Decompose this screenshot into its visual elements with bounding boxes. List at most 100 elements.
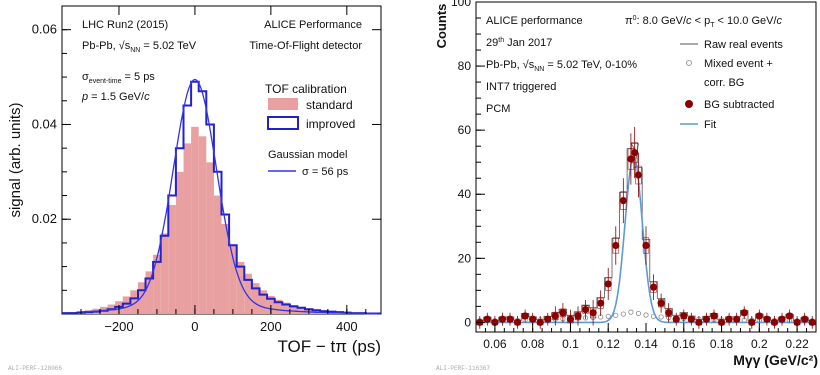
left-legend: TOF calibration standard improved Gaussi…: [265, 82, 355, 178]
standard-bar: [130, 290, 138, 314]
bg-subtracted-point: [672, 315, 680, 323]
standard-bar: [137, 282, 146, 314]
left-ytick-label: 0.04: [32, 116, 57, 131]
left-annotation-run: LHC Run2 (2015): [82, 19, 168, 31]
bg-subtracted-point: [649, 283, 658, 291]
bg-subtracted-point: [619, 197, 627, 205]
right-ytick-label: 0: [464, 315, 471, 329]
left-xlabel: TOF − tπ (ps): [277, 337, 381, 356]
bg-subtracted-point: [529, 315, 537, 323]
bg-subtracted-point: [695, 318, 703, 326]
mixed-bg-point: [658, 314, 664, 320]
mixed-bg-point: [635, 310, 642, 317]
standard-bar: [160, 233, 169, 314]
bg-subtracted-point: [536, 318, 544, 326]
bg-subtracted-point: [589, 309, 597, 317]
right-legend-mixed-label: Mixed event +: [704, 58, 773, 70]
right-xtick-label: 0.14: [634, 337, 658, 351]
standard-bar: [297, 306, 306, 314]
bg-subtracted-point: [785, 312, 794, 320]
standard-bar: [267, 295, 275, 314]
right-xtick-label: 0.22: [785, 337, 809, 351]
right-annotation-method: PCM: [486, 103, 510, 115]
bg-subtracted-point: [634, 171, 643, 179]
standard-bar: [236, 261, 245, 314]
left-xtick-label: 0: [191, 319, 198, 334]
standard-bar: [198, 136, 207, 314]
bg-subtracted-point: [597, 299, 605, 307]
left-legend-standard-label: standard: [306, 98, 353, 112]
left-xtick-label: −200: [104, 319, 133, 334]
bg-subtracted-point: [559, 309, 567, 317]
left-legend-model-label: σ = 56 ps: [302, 166, 349, 178]
standard-bar: [206, 162, 214, 314]
right-ytick-label: 40: [458, 187, 472, 201]
bg-subtracted-point: [581, 305, 590, 314]
standard-bar: [153, 254, 161, 314]
right-raw-events: [476, 143, 816, 322]
mixed-bg-point: [628, 309, 634, 315]
standard-bar: [282, 302, 290, 314]
bg-subtracted-point: [801, 315, 809, 323]
standard-bar: [168, 205, 176, 314]
right-ytick-label: 60: [458, 123, 472, 137]
bg-subtracted-point: [687, 315, 695, 323]
bg-subtracted-point: [733, 315, 741, 323]
left-legend-standard-swatch: [268, 98, 298, 110]
bg-subtracted-point: [612, 241, 620, 250]
bg-subtracted-point: [574, 312, 582, 320]
bg-subtracted-point: [483, 315, 491, 323]
bg-subtracted-point: [566, 315, 575, 323]
bg-subtracted-point: [717, 318, 726, 326]
standard-bar: [312, 309, 321, 314]
right-xtick-label: 0.16: [672, 337, 696, 351]
standard-bar: [289, 304, 298, 314]
standard-bar: [145, 271, 154, 314]
bg-subtracted-point: [748, 318, 756, 326]
bg-subtracted-point: [642, 241, 650, 250]
improved-step-line: [62, 80, 381, 315]
standard-bar: [221, 223, 230, 314]
bg-subtracted-point: [665, 309, 673, 317]
left-legend-header: TOF calibration: [265, 82, 347, 96]
right-legend-bgsub-swatch: [685, 100, 693, 108]
left-improved-histogram: [62, 80, 381, 315]
bg-subtracted-point: [702, 315, 711, 323]
left-standard-histogram: [62, 126, 381, 314]
bg-subtracted-point: [740, 309, 748, 317]
right-legend-mixed-label-2: corr. BG: [704, 77, 744, 89]
right-annotation-system: Pb-Pb, √sNN = 5.02 TeV, 0-10%: [486, 59, 637, 73]
bg-subtracted-point: [498, 315, 507, 323]
left-ylabel: signal (arb. units): [7, 102, 24, 217]
standard-bar: [259, 290, 268, 314]
left-footer: ALI-PERF-128066: [8, 365, 62, 372]
standard-bar: [251, 283, 260, 314]
bg-subtracted-point: [491, 318, 499, 326]
bg-subtracted-point: [763, 315, 771, 323]
bg-subtracted-point: [725, 315, 733, 323]
left-chart: −200 0 200 400 0.02 0.04 0.06 signal (arb. uni…: [7, 5, 382, 372]
left-annotation-system: Pb-Pb, √sNN = 5.02 TeV: [82, 40, 197, 54]
bg-subtracted-point: [627, 155, 635, 163]
bg-subtracted-point: [521, 312, 529, 320]
right-annotation-trigger: INT7 triggered: [486, 81, 556, 93]
right-footer: ALI-PERF-116367: [436, 365, 490, 372]
standard-bar: [213, 195, 222, 314]
right-ytick-label: 20: [458, 251, 472, 265]
left-annotation-detector: Time-Of-Flight detector: [249, 40, 362, 52]
left-annotation-sigma: σevent-time = 5 ps: [82, 71, 155, 85]
left-xtick-label: 400: [336, 319, 358, 334]
right-xtick-label: 0.2: [751, 337, 768, 351]
left-annotation-momentum: p = 1.5 GeV/c: [81, 91, 150, 103]
right-legend-mixed-swatch: [686, 60, 692, 66]
right-ytick-label: 80: [458, 59, 472, 73]
bg-subtracted-point: [770, 318, 779, 326]
standard-bar: [191, 126, 199, 314]
right-legend: Raw real events Mixed event + corr. BG B…: [680, 39, 783, 131]
bg-subtracted-point: [657, 299, 665, 307]
standard-bar: [229, 245, 237, 314]
right-plot-frame: [475, 1, 817, 333]
mixed-bg-point: [605, 313, 611, 319]
bg-subtracted-point: [544, 315, 552, 323]
right-xtick-label: 0.06: [483, 337, 507, 351]
